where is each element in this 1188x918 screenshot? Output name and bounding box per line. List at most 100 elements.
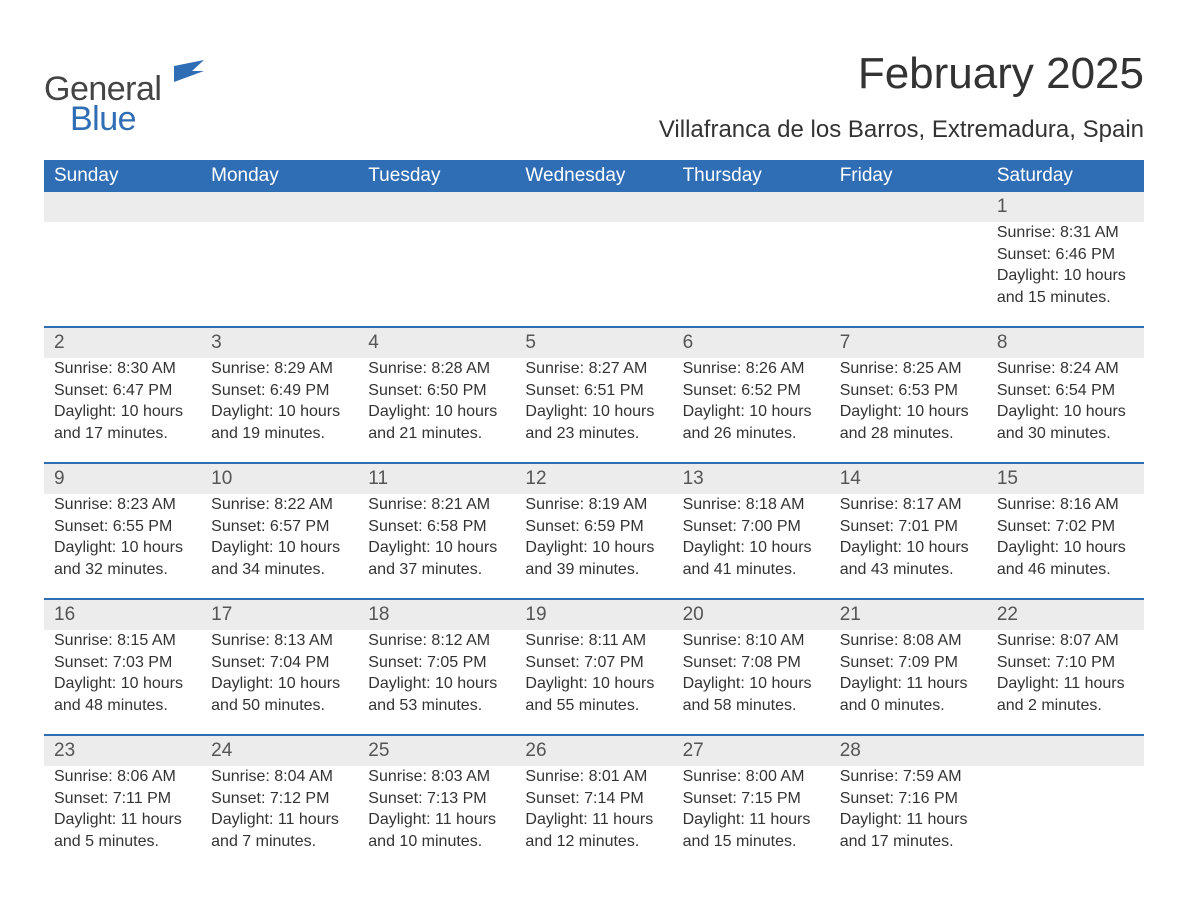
day-content-cell: Sunrise: 8:04 AMSunset: 7:12 PMDaylight:… [201, 766, 358, 870]
day-content-cell: Sunrise: 8:29 AMSunset: 6:49 PMDaylight:… [201, 358, 358, 463]
day-content-cell: Sunrise: 8:10 AMSunset: 7:08 PMDaylight:… [673, 630, 830, 735]
daylight-text: and 30 minutes. [997, 423, 1134, 445]
day-number-cell: 23 [44, 735, 201, 766]
daylight-text: Daylight: 10 hours [683, 537, 820, 559]
sunrise-text: Sunrise: 8:12 AM [368, 630, 505, 652]
daylight-text: and 19 minutes. [211, 423, 348, 445]
sunset-text: Sunset: 6:49 PM [211, 380, 348, 402]
day-number-cell [673, 192, 830, 222]
day-number-cell: 25 [358, 735, 515, 766]
day-number-cell: 24 [201, 735, 358, 766]
daylight-text: and 26 minutes. [683, 423, 820, 445]
daylight-text: and 55 minutes. [525, 695, 662, 717]
day-content-cell [673, 222, 830, 327]
daylight-text: and 2 minutes. [997, 695, 1134, 717]
daylight-text: Daylight: 10 hours [54, 401, 191, 423]
day-content-cell [358, 222, 515, 327]
sunset-text: Sunset: 7:08 PM [683, 652, 820, 674]
day-number-cell: 12 [515, 463, 672, 494]
calendar-page: General Blue February 2025 Villafranca d… [0, 0, 1188, 918]
daylight-text: and 10 minutes. [368, 831, 505, 853]
day-number-cell: 19 [515, 599, 672, 630]
day-number-row: 232425262728 [44, 735, 1144, 766]
sunset-text: Sunset: 7:11 PM [54, 788, 191, 810]
month-title: February 2025 [659, 50, 1144, 98]
daylight-text: Daylight: 11 hours [211, 809, 348, 831]
daylight-text: and 15 minutes. [683, 831, 820, 853]
sunset-text: Sunset: 7:00 PM [683, 516, 820, 538]
daylight-text: and 43 minutes. [840, 559, 977, 581]
day-number-cell: 6 [673, 327, 830, 358]
day-number-cell [44, 192, 201, 222]
sunrise-text: Sunrise: 8:11 AM [525, 630, 662, 652]
sunrise-text: Sunrise: 8:21 AM [368, 494, 505, 516]
weekday-header: Friday [830, 160, 987, 192]
daylight-text: and 12 minutes. [525, 831, 662, 853]
sunrise-text: Sunrise: 8:15 AM [54, 630, 191, 652]
sunset-text: Sunset: 6:58 PM [368, 516, 505, 538]
daylight-text: and 34 minutes. [211, 559, 348, 581]
weekday-header: Thursday [673, 160, 830, 192]
day-number-cell: 3 [201, 327, 358, 358]
daylight-text: and 7 minutes. [211, 831, 348, 853]
day-number-cell: 11 [358, 463, 515, 494]
sunrise-text: Sunrise: 8:17 AM [840, 494, 977, 516]
day-content-cell: Sunrise: 8:18 AMSunset: 7:00 PMDaylight:… [673, 494, 830, 599]
daylight-text: and 23 minutes. [525, 423, 662, 445]
sunrise-text: Sunrise: 8:22 AM [211, 494, 348, 516]
daylight-text: Daylight: 11 hours [525, 809, 662, 831]
daylight-text: Daylight: 10 hours [211, 401, 348, 423]
day-number-cell: 26 [515, 735, 672, 766]
daylight-text: and 41 minutes. [683, 559, 820, 581]
daylight-text: Daylight: 10 hours [525, 401, 662, 423]
day-content-cell: Sunrise: 8:12 AMSunset: 7:05 PMDaylight:… [358, 630, 515, 735]
day-content-row: Sunrise: 8:15 AMSunset: 7:03 PMDaylight:… [44, 630, 1144, 735]
daylight-text: Daylight: 11 hours [683, 809, 820, 831]
day-content-row: Sunrise: 8:06 AMSunset: 7:11 PMDaylight:… [44, 766, 1144, 870]
sunrise-text: Sunrise: 8:29 AM [211, 358, 348, 380]
daylight-text: and 46 minutes. [997, 559, 1134, 581]
day-number-cell: 28 [830, 735, 987, 766]
daylight-text: Daylight: 11 hours [368, 809, 505, 831]
weekday-header: Wednesday [515, 160, 672, 192]
sunrise-text: Sunrise: 7:59 AM [840, 766, 977, 788]
day-content-cell: Sunrise: 8:17 AMSunset: 7:01 PMDaylight:… [830, 494, 987, 599]
day-number-cell [830, 192, 987, 222]
day-content-cell: Sunrise: 8:11 AMSunset: 7:07 PMDaylight:… [515, 630, 672, 735]
sunset-text: Sunset: 6:53 PM [840, 380, 977, 402]
day-content-cell: Sunrise: 8:27 AMSunset: 6:51 PMDaylight:… [515, 358, 672, 463]
day-content-cell: Sunrise: 8:24 AMSunset: 6:54 PMDaylight:… [987, 358, 1144, 463]
day-content-cell: Sunrise: 7:59 AMSunset: 7:16 PMDaylight:… [830, 766, 987, 870]
sunrise-text: Sunrise: 8:24 AM [997, 358, 1134, 380]
sunset-text: Sunset: 6:54 PM [997, 380, 1134, 402]
day-content-cell: Sunrise: 8:19 AMSunset: 6:59 PMDaylight:… [515, 494, 672, 599]
day-content-cell: Sunrise: 8:22 AMSunset: 6:57 PMDaylight:… [201, 494, 358, 599]
day-number-row: 9101112131415 [44, 463, 1144, 494]
day-number-cell: 9 [44, 463, 201, 494]
sunrise-text: Sunrise: 8:30 AM [54, 358, 191, 380]
daylight-text: and 17 minutes. [840, 831, 977, 853]
daylight-text: Daylight: 10 hours [368, 537, 505, 559]
daylight-text: Daylight: 10 hours [54, 537, 191, 559]
daylight-text: Daylight: 10 hours [368, 401, 505, 423]
daylight-text: Daylight: 10 hours [368, 673, 505, 695]
day-content-cell: Sunrise: 8:23 AMSunset: 6:55 PMDaylight:… [44, 494, 201, 599]
day-content-cell: Sunrise: 8:30 AMSunset: 6:47 PMDaylight:… [44, 358, 201, 463]
daylight-text: Daylight: 10 hours [997, 401, 1134, 423]
sunrise-text: Sunrise: 8:07 AM [997, 630, 1134, 652]
title-block: February 2025 Villafranca de los Barros,… [659, 50, 1144, 144]
logo-flag-icon [174, 60, 204, 82]
weekday-header-row: SundayMondayTuesdayWednesdayThursdayFrid… [44, 160, 1144, 192]
day-number-cell: 15 [987, 463, 1144, 494]
day-number-cell: 13 [673, 463, 830, 494]
calendar-table: SundayMondayTuesdayWednesdayThursdayFrid… [44, 160, 1144, 870]
daylight-text: Daylight: 11 hours [997, 673, 1134, 695]
day-number-cell: 10 [201, 463, 358, 494]
day-number-cell: 8 [987, 327, 1144, 358]
daylight-text: and 5 minutes. [54, 831, 191, 853]
day-number-cell: 2 [44, 327, 201, 358]
day-content-cell: Sunrise: 8:16 AMSunset: 7:02 PMDaylight:… [987, 494, 1144, 599]
daylight-text: Daylight: 10 hours [683, 401, 820, 423]
daylight-text: and 32 minutes. [54, 559, 191, 581]
daylight-text: Daylight: 10 hours [997, 537, 1134, 559]
